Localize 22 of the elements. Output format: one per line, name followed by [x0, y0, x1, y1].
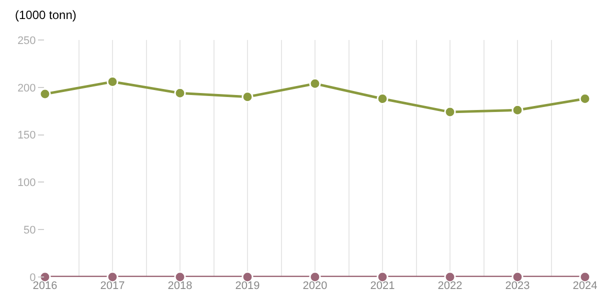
x-tick-label: 2024 — [572, 280, 598, 292]
point — [242, 91, 254, 103]
y-tick-label: 200 — [17, 82, 36, 94]
y-tick-label: 100 — [17, 177, 36, 190]
point — [309, 78, 321, 90]
x-tick-label: 2019 — [235, 280, 260, 292]
point — [444, 106, 456, 118]
point — [512, 104, 524, 116]
y-tick-label: 150 — [17, 130, 36, 142]
x-tick-label: 2022 — [438, 280, 462, 292]
x-tick-label: 2023 — [505, 280, 530, 292]
point — [39, 88, 51, 100]
x-tick-label: 2017 — [100, 280, 125, 292]
x-tick-label: 2018 — [168, 280, 192, 292]
y-tick-label: 250 — [17, 34, 36, 47]
point — [106, 76, 118, 88]
point — [376, 93, 388, 105]
x-tick-label: 2021 — [370, 280, 395, 292]
point — [174, 87, 186, 99]
y-axis-title: (1000 tonn) — [15, 8, 76, 22]
x-tick-label: 2020 — [302, 280, 328, 292]
y-tick-label: 50 — [24, 224, 36, 236]
